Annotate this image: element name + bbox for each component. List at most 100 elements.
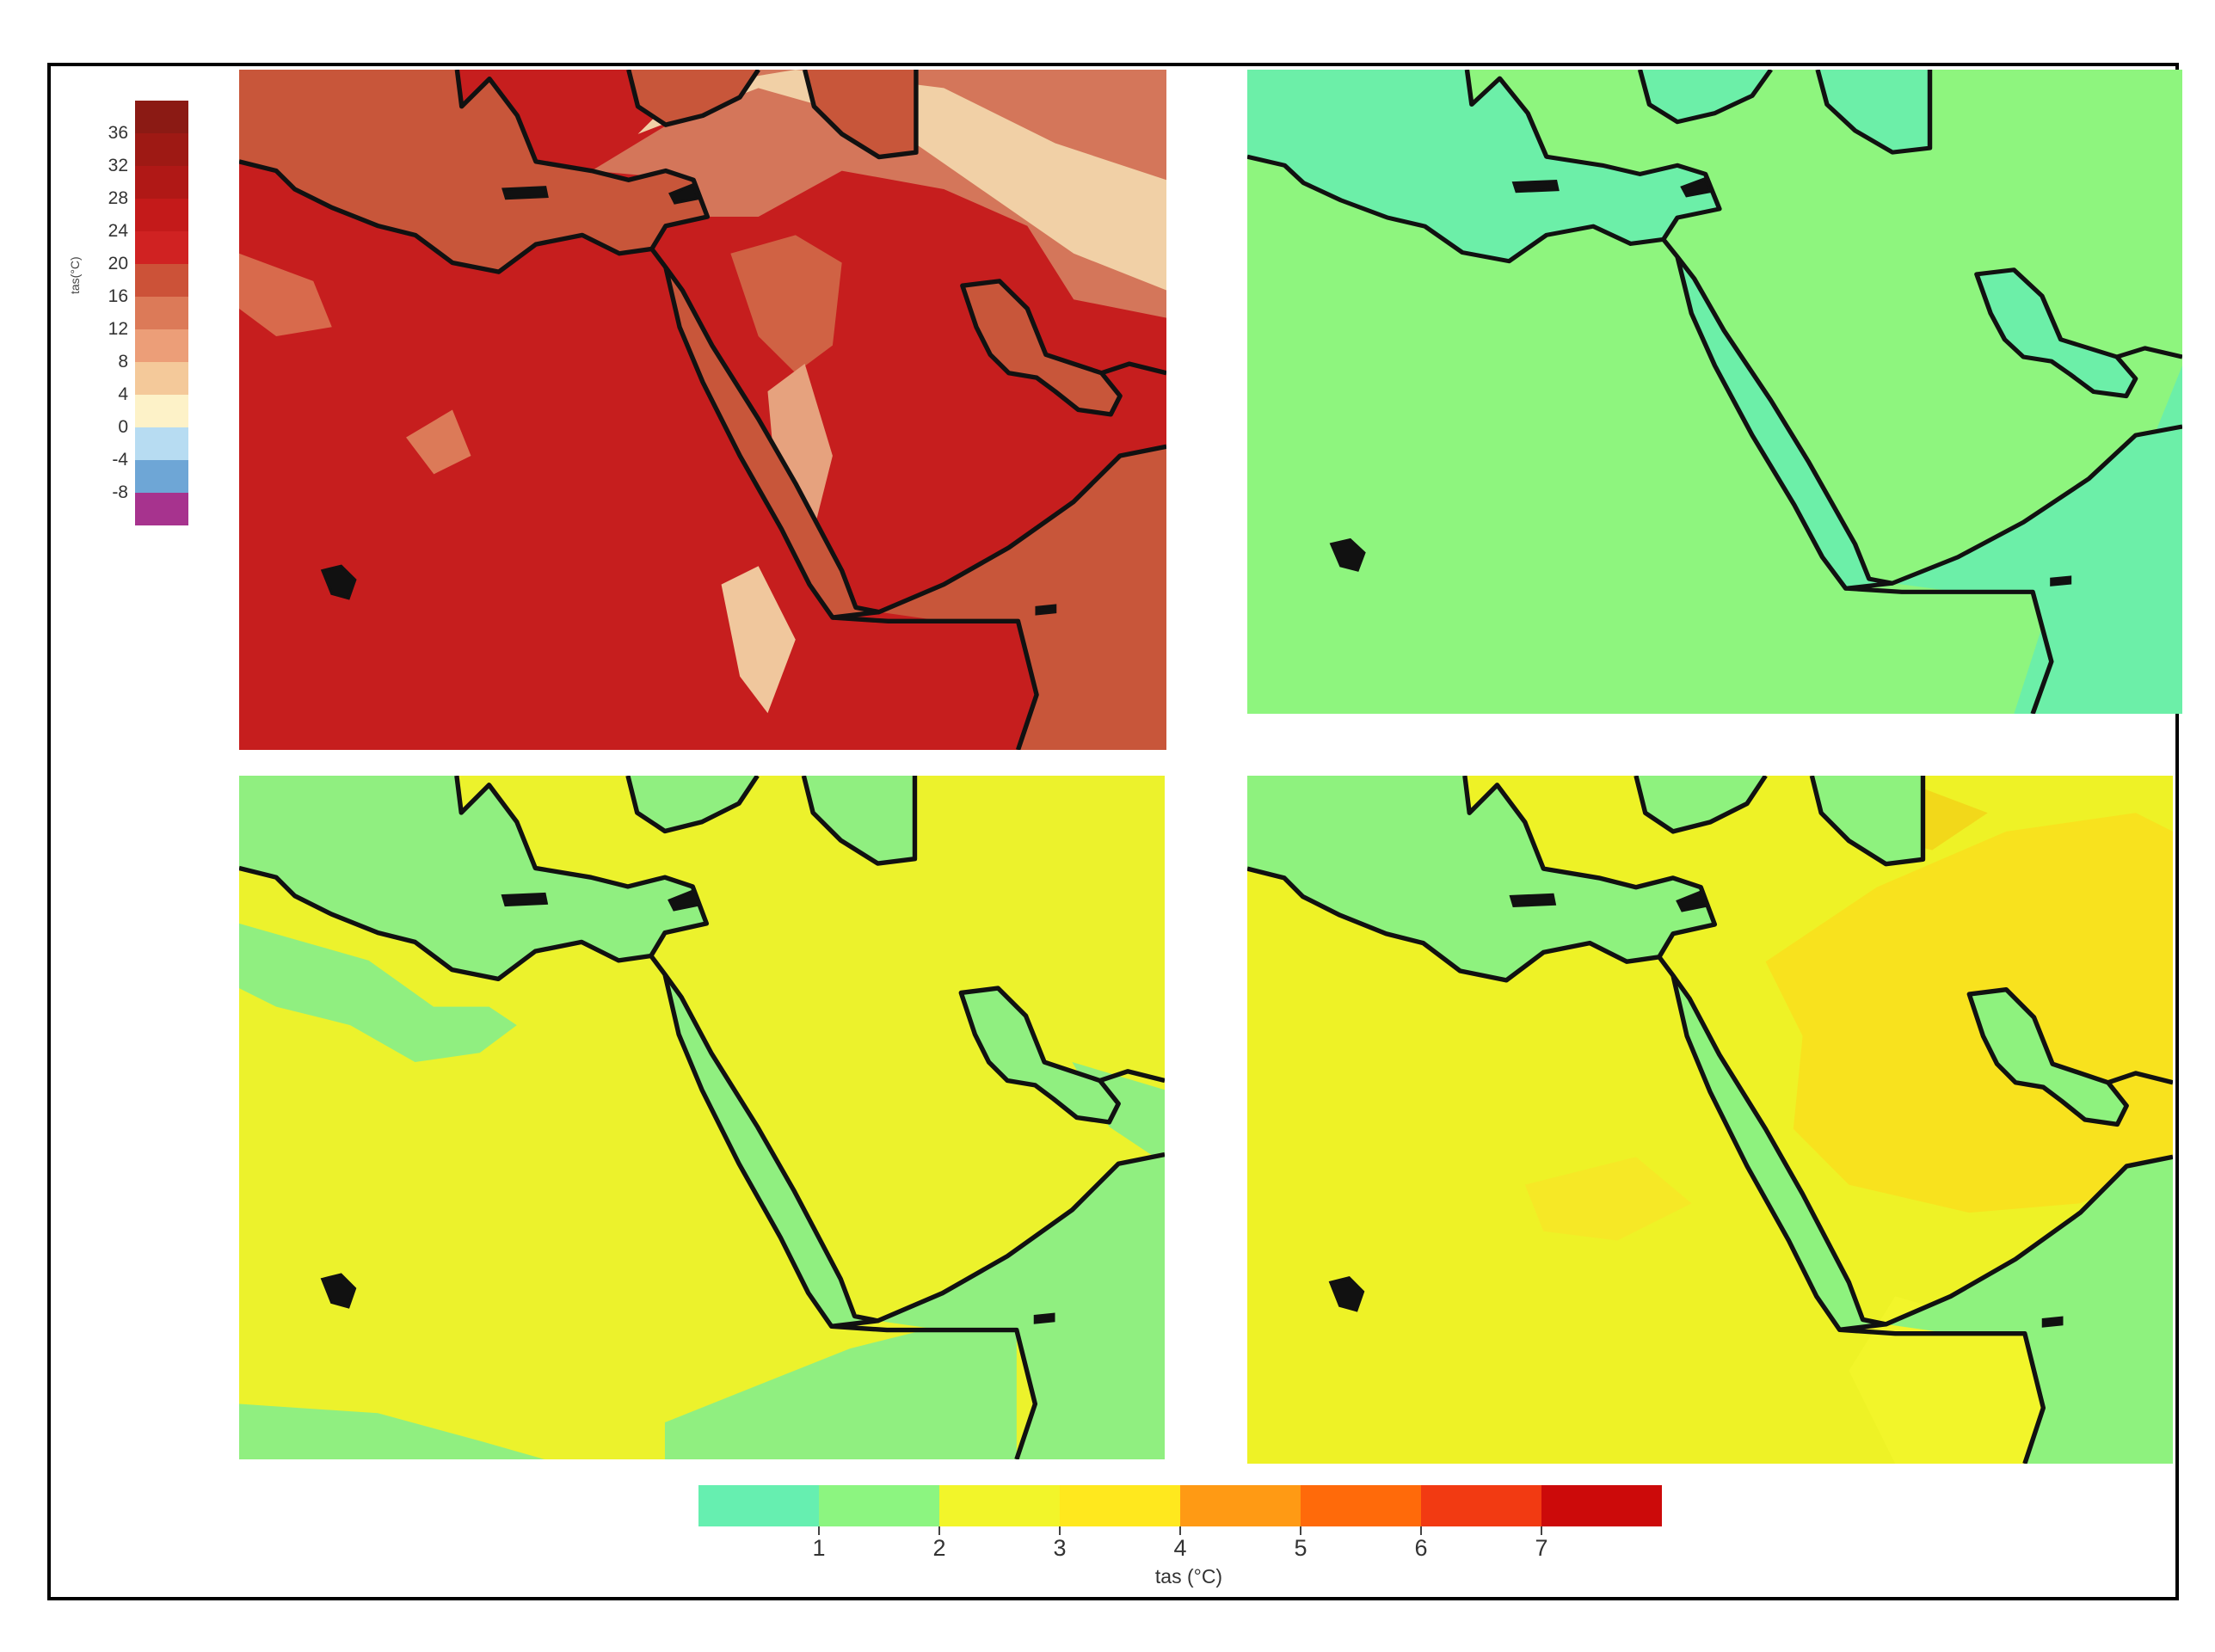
sea-area <box>1892 426 2182 714</box>
coastline <box>802 70 919 160</box>
island-outline <box>320 564 357 600</box>
sea-area <box>803 776 915 864</box>
colorbar-swatch <box>135 101 188 133</box>
island-outline <box>668 889 699 912</box>
coastline <box>1661 237 2182 586</box>
temperature-region <box>239 1403 545 1459</box>
island-outline <box>1329 537 1366 572</box>
colorbar-swatch <box>819 1485 939 1526</box>
sea-area <box>804 70 916 157</box>
colorbar-swatch <box>1421 1485 1541 1526</box>
island-outline <box>668 182 700 205</box>
colorbar-swatch <box>1060 1485 1180 1526</box>
island-outline <box>501 892 549 907</box>
sea-area <box>1247 70 1720 261</box>
coastline <box>1657 955 2173 1327</box>
colorbar-tick-mark <box>1541 1526 1542 1535</box>
colorbar-tick-label: -8 <box>112 482 128 502</box>
coastline <box>832 615 1039 750</box>
coastline <box>1637 70 1773 125</box>
colorbar-swatch <box>135 297 188 329</box>
colorbar-swatch <box>135 362 188 395</box>
coastline <box>1098 1069 1165 1084</box>
absolute-temperature-colorbar: tas(°C) 36 32 28 24 20 16 12 8 4 0 -4 -8 <box>59 92 197 525</box>
island-outline <box>2050 575 2072 586</box>
sea-area <box>239 70 708 273</box>
coastline <box>1974 267 2138 399</box>
temperature-region <box>664 1330 1017 1459</box>
sea-area <box>877 1154 1165 1459</box>
colorbar-tick-label: 20 <box>108 254 128 273</box>
colorbar-swatch <box>698 1485 819 1526</box>
coastline <box>663 267 880 620</box>
island-outline <box>1676 889 1707 912</box>
change-map-2 <box>239 776 1165 1459</box>
change-colorbar-label: tas (°C) <box>1154 1565 1223 1588</box>
map-svg <box>239 70 1166 750</box>
change-colorbar: tas (°C) 1 2 3 4 5 6 7 <box>698 1485 1679 1588</box>
sea-area <box>1886 1157 2173 1464</box>
coastline <box>662 973 878 1329</box>
coastline <box>1247 70 1722 264</box>
coastline <box>649 247 1166 615</box>
colorbar-swatch <box>939 1485 1060 1526</box>
coastline <box>958 986 1121 1125</box>
temperature-region <box>239 253 332 336</box>
island-outline <box>1033 1312 1055 1324</box>
coastline <box>2107 1071 2173 1085</box>
sea-area <box>1635 776 1766 832</box>
colorbar-tick-mark <box>1059 1526 1061 1535</box>
island-outline <box>2041 1316 2064 1328</box>
colorbar-swatch <box>1541 1485 1662 1526</box>
colorbar-tick-label: 3 <box>1053 1535 1067 1561</box>
coastline <box>1634 776 1768 834</box>
colorbar-tick-mark <box>1300 1526 1301 1535</box>
colorbar-swatch <box>135 231 188 264</box>
colorbar-swatch <box>1180 1485 1301 1526</box>
temperature-region <box>1849 1296 2062 1464</box>
colorbar-tick-label: 2 <box>932 1535 946 1561</box>
colorbar-tick-label: 4 <box>118 384 128 404</box>
map-svg <box>1247 776 2173 1464</box>
coastline <box>1809 776 1926 867</box>
coastline <box>1100 361 1166 376</box>
colorbar-tick-label: 7 <box>1535 1535 1548 1561</box>
temperature-region <box>721 566 796 714</box>
change-map-1 <box>1247 70 2182 714</box>
sea-area <box>1812 776 1923 864</box>
sea-area <box>627 776 758 832</box>
figure-frame: tas(°C) 36 32 28 24 20 16 12 8 4 0 -4 -8 tas (°C) 1… <box>47 63 2182 1600</box>
temperature-region <box>239 923 517 1063</box>
island-outline <box>1511 179 1560 193</box>
colorbar-tick-label: 24 <box>108 221 128 241</box>
sea-area <box>878 446 1166 750</box>
temperature-region <box>1524 1157 1692 1241</box>
colorbar-swatch <box>135 395 188 427</box>
coastline <box>1966 986 2129 1127</box>
colorbar-swatch <box>135 460 188 493</box>
coastline <box>626 70 760 127</box>
coastline <box>625 776 760 834</box>
coastline <box>2116 346 2182 359</box>
change-map-3 <box>1247 776 2173 1464</box>
sea-area <box>239 776 707 980</box>
island-outline <box>320 1273 357 1309</box>
colorbar-tick-mark <box>1179 1526 1181 1535</box>
coastline <box>1675 256 1893 591</box>
colorbar-tick-label: 8 <box>118 352 128 372</box>
map-svg <box>1247 70 2182 714</box>
sea-area <box>1640 70 1771 122</box>
colorbar-tick-mark <box>938 1526 940 1535</box>
coastline <box>1247 776 1718 983</box>
colorbar-tick-label: 28 <box>108 188 128 208</box>
island-outline <box>1509 893 1557 908</box>
colorbar-tick-label: -4 <box>112 450 128 470</box>
coastline <box>801 776 918 866</box>
coastline <box>831 1323 1038 1459</box>
map-svg <box>239 776 1165 1459</box>
colorbar-tick-label: 5 <box>1294 1535 1307 1561</box>
coastline <box>1670 974 1886 1333</box>
colorbar-tick-label: 6 <box>1414 1535 1428 1561</box>
colorbar-tick-label: 1 <box>812 1535 826 1561</box>
island-outline <box>1035 604 1057 616</box>
